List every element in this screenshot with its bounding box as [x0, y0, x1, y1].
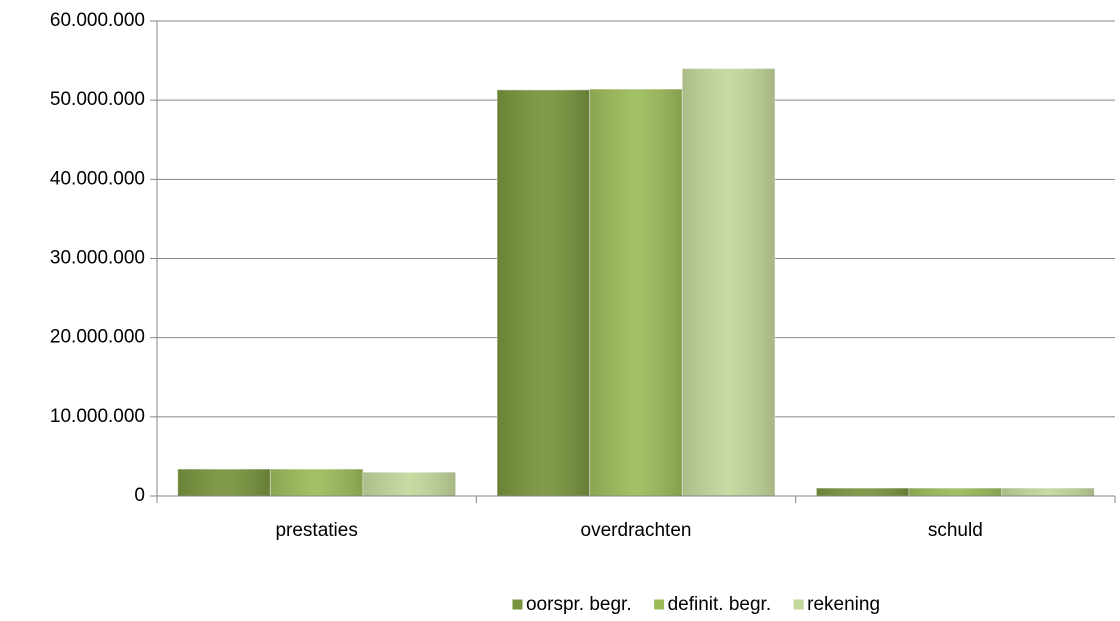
legend: oorspr. begr. definit. begr. rekening	[511, 594, 880, 615]
y-tick-label: 30.000.000	[50, 248, 145, 269]
legend-label: rekening	[807, 594, 880, 615]
y-tick-label: 10.000.000	[50, 406, 145, 427]
x-tick-label: overdrachten	[581, 520, 692, 541]
y-tick-label: 0	[134, 485, 145, 506]
bar-shade	[816, 488, 910, 496]
x-tick-label: schuld	[928, 520, 983, 541]
legend-swatch	[792, 598, 805, 611]
y-tick-label: 50.000.000	[50, 89, 145, 110]
legend-swatch	[653, 598, 666, 611]
bar-shade	[270, 469, 363, 496]
bar-shade	[909, 488, 1002, 496]
bar-shade	[362, 472, 456, 496]
legend-label: oorspr. begr.	[526, 594, 632, 615]
bar-shade	[682, 68, 775, 496]
y-tick-label: 20.000.000	[50, 327, 145, 348]
bar-shade	[589, 89, 683, 496]
y-tick-label: 40.000.000	[50, 168, 145, 189]
x-tick-label: prestaties	[275, 520, 357, 541]
bar-shade	[1001, 488, 1095, 496]
legend-swatch	[511, 598, 524, 611]
bar-shade	[497, 89, 590, 496]
bar-shade	[177, 469, 271, 496]
y-tick-label: 60.000.000	[50, 10, 145, 31]
legend-label: definit. begr.	[668, 594, 772, 615]
